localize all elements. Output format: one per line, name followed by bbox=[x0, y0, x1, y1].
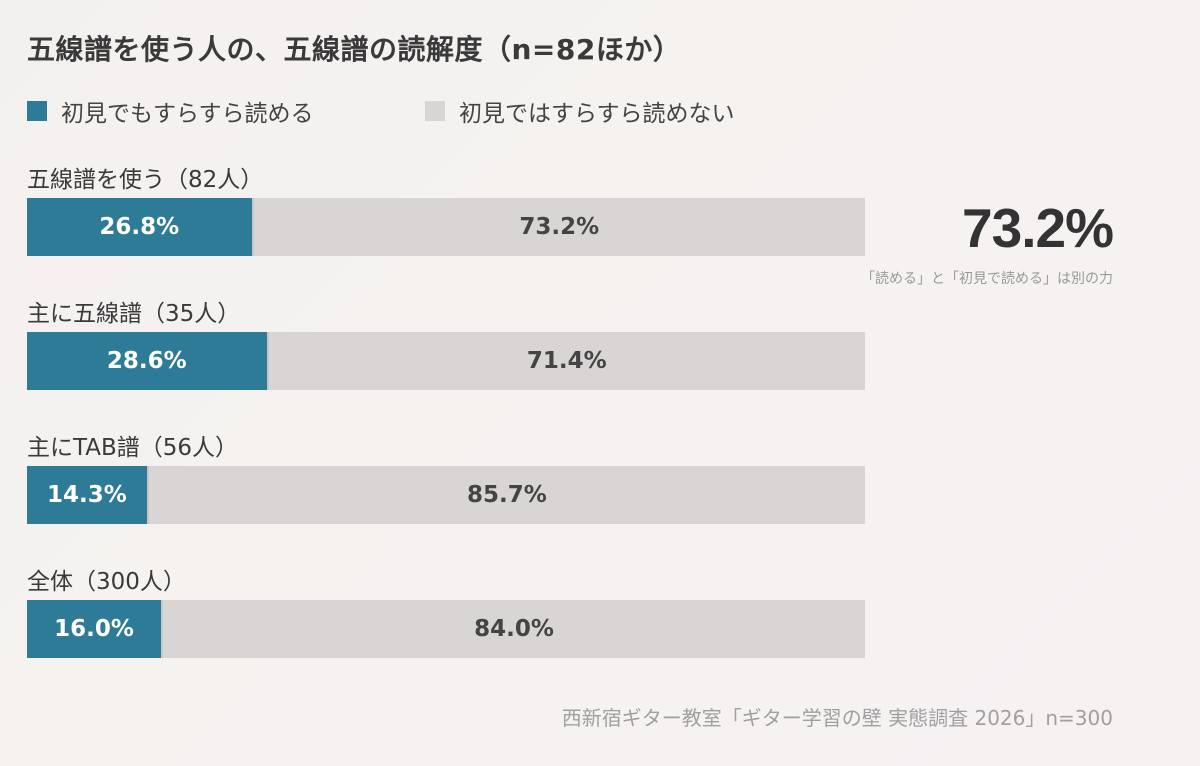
legend-item-read: 初見でもすらすら読める bbox=[27, 94, 314, 128]
legend-label-noread: 初見ではすらすら読めない bbox=[459, 101, 735, 127]
bar-segment-read: 16.0% bbox=[27, 600, 162, 658]
bar-segment-read: 26.8% bbox=[27, 198, 252, 256]
bar-row: 26.8% 73.2% bbox=[27, 198, 865, 256]
category-label: 主に五線譜（35人） bbox=[27, 301, 241, 327]
bar-segment-noread: 71.4% bbox=[266, 332, 865, 390]
bar-segment-noread: 73.2% bbox=[251, 198, 865, 256]
legend-item-noread: 初見ではすらすら読めない bbox=[425, 94, 735, 128]
bar-row: 28.6% 71.4% bbox=[27, 332, 865, 390]
bar-segment-noread: 85.7% bbox=[146, 466, 865, 524]
legend-swatch-noread bbox=[425, 101, 445, 121]
chart-title: 五線譜を使う人の、五線譜の読解度（n=82ほか） bbox=[27, 33, 682, 66]
bar-segment-noread: 84.0% bbox=[161, 600, 865, 658]
bar-segment-read: 14.3% bbox=[27, 466, 147, 524]
bar-row: 14.3% 85.7% bbox=[27, 466, 865, 524]
legend-swatch-read bbox=[27, 101, 47, 121]
callout-value: 73.2% bbox=[962, 197, 1114, 259]
source-note: 西新宿ギター教室「ギター学習の壁 実態調査 2026」n=300 bbox=[561, 706, 1113, 730]
category-label: 主にTAB譜（56人） bbox=[27, 435, 239, 461]
callout-note: 「読める」と「初見で読める」は別の力 bbox=[861, 271, 1113, 287]
bar-row: 16.0% 84.0% bbox=[27, 600, 865, 658]
category-label: 五線譜を使う（82人） bbox=[27, 167, 264, 193]
category-label: 全体（300人） bbox=[27, 569, 186, 595]
bar-segment-read: 28.6% bbox=[27, 332, 267, 390]
legend-label-read: 初見でもすらすら読める bbox=[61, 101, 314, 127]
